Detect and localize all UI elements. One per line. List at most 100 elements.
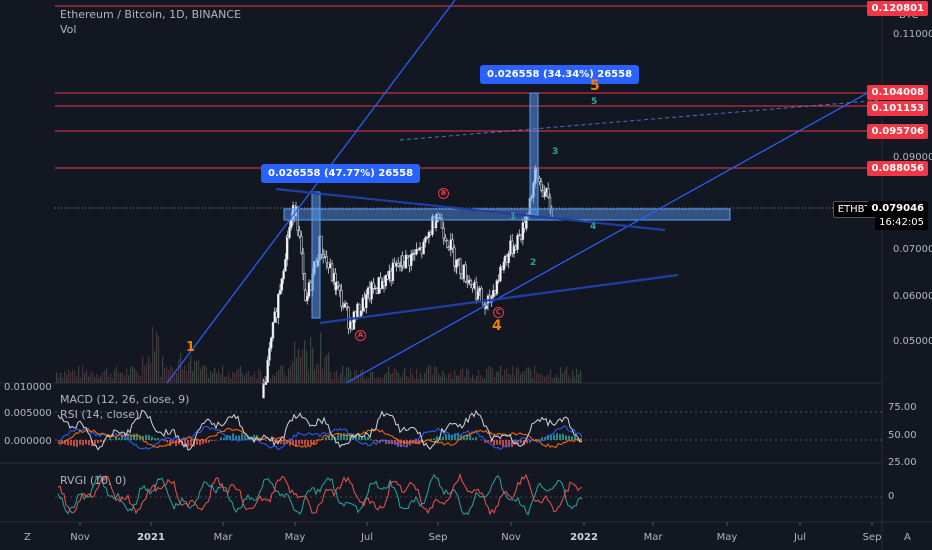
volume-bar — [426, 368, 428, 383]
macd-label: MACD (12, 26, close, 9) — [60, 393, 190, 406]
candle-body — [424, 237, 427, 243]
volume-bar — [544, 376, 546, 383]
candle-body — [330, 263, 334, 282]
volume-bar — [214, 368, 216, 383]
macd-histogram-bar — [433, 438, 435, 440]
volume-bar — [184, 365, 186, 383]
wave-label-c: C — [493, 307, 504, 318]
macd-axis-label: 0.010000 — [4, 382, 52, 393]
rsi-axis-label: 50.00 — [888, 430, 917, 441]
volume-bar — [342, 365, 344, 383]
volume-bar — [74, 371, 76, 383]
candle-body — [262, 382, 265, 399]
volume-bar — [578, 374, 580, 383]
volume-bar — [96, 374, 98, 383]
volume-bar — [372, 371, 374, 383]
volume-bar — [66, 375, 68, 383]
volume-bar — [354, 370, 356, 383]
macd-histogram-bar — [85, 440, 87, 445]
auto-scale-button[interactable]: A — [904, 532, 911, 543]
candle-body — [320, 235, 323, 255]
volume-bar — [382, 377, 384, 383]
macd-histogram-bar — [508, 440, 510, 447]
macd-histogram-bar — [121, 435, 123, 440]
volume-bar — [216, 372, 218, 383]
volume-bar — [270, 378, 272, 383]
volume-bar — [100, 375, 102, 383]
volume-bar — [514, 374, 516, 383]
macd-histogram-bar — [64, 440, 66, 445]
candle-body — [415, 249, 418, 255]
macd-histogram-bar — [136, 433, 138, 440]
macd-histogram-bar — [256, 434, 258, 440]
level-tag: 0.104008 — [867, 85, 928, 100]
candle-body — [345, 303, 349, 308]
volume-bar — [130, 366, 132, 383]
volume-bar — [406, 376, 408, 383]
macd-histogram-bar — [547, 435, 549, 440]
candle-body — [547, 188, 550, 198]
time-axis-label: Sep — [862, 532, 882, 543]
volume-bar — [192, 370, 194, 383]
volume-bar — [254, 371, 256, 383]
volume-bar — [94, 376, 96, 383]
volume-bar — [168, 369, 170, 383]
volume-bar — [228, 371, 230, 383]
zoom-reset-button[interactable]: Z — [24, 532, 31, 543]
macd-histogram-bar — [73, 440, 75, 447]
macd-histogram-bar — [400, 440, 402, 447]
volume-bar — [530, 369, 532, 383]
macd-histogram-bar — [559, 434, 561, 440]
volume-bar — [348, 367, 350, 383]
wave-label-green-4: 4 — [590, 222, 597, 232]
volume-bar — [468, 369, 470, 383]
macd-histogram-bar — [166, 440, 168, 443]
volume-bar — [466, 368, 468, 383]
volume-bar — [394, 368, 396, 383]
volume-bar — [432, 374, 434, 383]
candle-body — [290, 219, 293, 228]
rvgi-label: RVGI (10, 0) — [60, 474, 127, 487]
volume-bar — [316, 364, 318, 383]
volume-bar — [116, 365, 118, 383]
macd-histogram-bar — [247, 435, 249, 440]
volume-bar — [548, 374, 550, 383]
wave-label-green-5: 5 — [591, 97, 598, 107]
volume-bar — [414, 378, 416, 383]
candle-body — [499, 266, 502, 281]
macd-histogram-bar — [292, 440, 294, 445]
volume-bar — [70, 372, 72, 383]
macd-histogram-bar — [490, 440, 492, 443]
volume-bar — [576, 369, 578, 383]
wave-label-a: A — [355, 330, 366, 341]
volume-bar — [346, 367, 348, 383]
candle-body — [340, 290, 343, 307]
candle-body — [325, 256, 328, 264]
volume-bar — [300, 357, 302, 383]
macd-histogram-bar — [223, 437, 225, 440]
volume-bar — [162, 356, 164, 383]
candle-body — [359, 310, 363, 317]
volume-bar — [450, 371, 452, 383]
volume-bar — [64, 370, 66, 383]
volume-bar — [262, 377, 264, 383]
volume-bar — [512, 365, 514, 383]
volume-bar — [60, 372, 62, 383]
macd-histogram-bar — [529, 440, 531, 443]
macd-histogram-bar — [526, 440, 528, 444]
volume-bar — [334, 372, 336, 383]
macd-histogram-bar — [382, 440, 384, 442]
macd-histogram-bar — [109, 438, 111, 440]
volume-bar — [278, 370, 280, 383]
macd-histogram-bar — [274, 440, 276, 442]
candle-body — [404, 254, 408, 269]
volume-bar — [542, 375, 544, 383]
volume-bar — [146, 362, 148, 383]
volume-bar — [376, 377, 378, 383]
macd-histogram-bar — [514, 440, 516, 445]
volume-bar — [412, 373, 414, 383]
macd-histogram-bar — [94, 440, 96, 446]
candle-body — [464, 264, 467, 282]
